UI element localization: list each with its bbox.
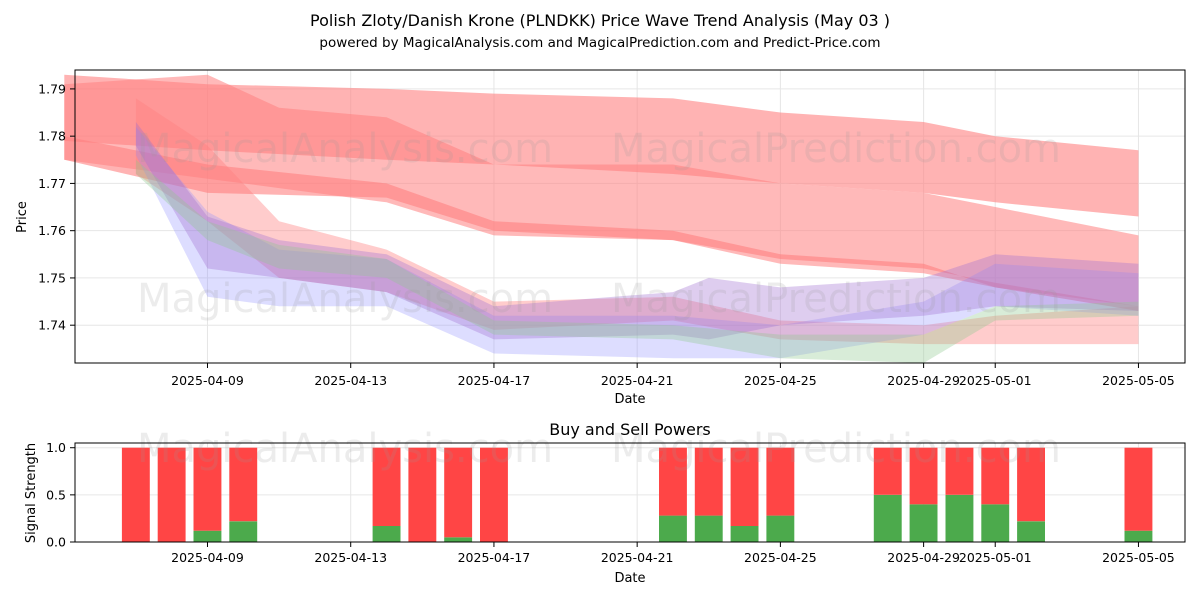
sell-bar-2025-04-15 bbox=[408, 447, 437, 542]
price-band-blue-4 bbox=[135, 126, 1139, 359]
buy-bar-2025-04-24 bbox=[730, 526, 759, 542]
watermark-left: MagicalAnalysis.com bbox=[137, 126, 553, 172]
sell-bar-2025-04-22 bbox=[659, 447, 687, 516]
price-x-label: Date bbox=[614, 392, 645, 407]
watermark-right-3: MagicalPrediction.com bbox=[611, 426, 1061, 472]
signal-bars bbox=[121, 447, 1153, 542]
sell-bar-2025-04-08 bbox=[157, 447, 186, 542]
sell-bar-2025-04-29 bbox=[909, 447, 938, 505]
watermark-left-3: MagicalAnalysis.com bbox=[137, 426, 553, 472]
buy-bar-2025-04-14 bbox=[372, 526, 401, 542]
sell-bar-2025-04-25 bbox=[766, 447, 795, 516]
signal-x-tick-label: 2025-04-29 bbox=[887, 550, 960, 565]
price-y-ticks: 1.74 1.75 1.76 1.77 1.78 1.79 bbox=[38, 81, 75, 333]
signal-plot-frame bbox=[74, 442, 1186, 543]
signal-panel: Buy and Sell Powers MagicalAnalysis.com … bbox=[24, 420, 1186, 586]
watermark-right: MagicalPrediction.com bbox=[611, 126, 1061, 172]
sell-bar-2025-04-17 bbox=[480, 447, 508, 542]
sell-bar-2025-05-02 bbox=[1017, 447, 1045, 522]
signal-x-tick-label: 2025-05-05 bbox=[1102, 550, 1175, 565]
price-band-red-3 bbox=[135, 98, 1139, 345]
price-x-tick-label: 2025-05-01 bbox=[959, 373, 1032, 388]
buy-bar-2025-04-28 bbox=[873, 494, 902, 542]
price-x-ticks: 2025-04-09 2025-04-13 2025-04-17 2025-04-21… bbox=[171, 363, 1175, 388]
sell-bar-2025-04-16 bbox=[444, 447, 473, 538]
sell-bar-2025-04-14 bbox=[372, 447, 401, 526]
price-y-tick-label: 1.75 bbox=[38, 270, 66, 285]
signal-y-tick-label: 0.0 bbox=[46, 535, 66, 550]
sell-bar-2025-04-23 bbox=[694, 447, 723, 516]
buy-bar-2025-04-29 bbox=[909, 504, 938, 542]
signal-y-label: Signal Strength bbox=[24, 443, 39, 543]
buy-bar-2025-04-09 bbox=[193, 530, 222, 542]
signal-x-tick-label: 2025-04-13 bbox=[314, 550, 387, 565]
chart-title: Polish Zloty/Danish Krone (PLNDKK) Price… bbox=[310, 11, 890, 30]
signal-y-tick-label: 0.5 bbox=[46, 487, 66, 502]
sell-bar-2025-04-28 bbox=[873, 447, 902, 495]
signal-x-tick-label: 2025-04-25 bbox=[744, 550, 817, 565]
watermark-right-2: MagicalPrediction.com bbox=[611, 276, 1061, 322]
chart-subtitle: powered by MagicalAnalysis.com and Magic… bbox=[319, 35, 880, 51]
price-panel: MagicalAnalysis.com MagicalPrediction.co… bbox=[15, 69, 1186, 407]
price-band-red-0 bbox=[64, 74, 1139, 217]
price-band-red-2 bbox=[64, 74, 1139, 307]
buy-bar-2025-05-05 bbox=[1124, 530, 1153, 542]
signal-x-tick-label: 2025-04-21 bbox=[601, 550, 674, 565]
price-y-tick-label: 1.74 bbox=[38, 318, 66, 333]
signal-x-label: Date bbox=[614, 571, 645, 586]
price-bands bbox=[64, 74, 1139, 363]
signal-y-ticks: 0.0 0.5 1.0 bbox=[46, 440, 75, 550]
price-x-tick-label: 2025-04-25 bbox=[744, 373, 817, 388]
sell-bar-2025-05-05 bbox=[1124, 447, 1153, 531]
buy-bar-2025-04-25 bbox=[766, 515, 795, 542]
signal-title: Buy and Sell Powers bbox=[549, 420, 711, 439]
buy-bar-2025-05-01 bbox=[981, 504, 1010, 542]
price-band-purple-5 bbox=[135, 122, 1139, 340]
sell-bar-2025-05-01 bbox=[981, 447, 1010, 505]
price-plot-frame bbox=[74, 69, 1186, 364]
signal-x-tick-label: 2025-04-17 bbox=[458, 550, 531, 565]
sell-bar-2025-04-07 bbox=[121, 447, 150, 542]
signal-y-tick-label: 1.0 bbox=[46, 440, 66, 455]
signal-x-tick-label: 2025-05-01 bbox=[959, 550, 1032, 565]
buy-bar-2025-04-23 bbox=[694, 515, 723, 542]
price-y-label: Price bbox=[15, 201, 30, 233]
buy-bar-2025-04-30 bbox=[945, 494, 974, 542]
buy-bar-2025-04-22 bbox=[659, 515, 687, 542]
price-band-green-6 bbox=[135, 159, 1139, 363]
signal-x-tick-label: 2025-04-09 bbox=[171, 550, 244, 565]
buy-bar-2025-04-16 bbox=[444, 537, 473, 542]
price-y-tick-label: 1.79 bbox=[38, 81, 66, 96]
price-y-tick-label: 1.78 bbox=[38, 129, 66, 144]
sell-bar-2025-04-09 bbox=[193, 447, 222, 531]
price-x-tick-label: 2025-04-13 bbox=[314, 373, 387, 388]
sell-bar-2025-04-24 bbox=[730, 447, 759, 526]
price-x-tick-label: 2025-04-17 bbox=[458, 373, 531, 388]
sell-bar-2025-04-10 bbox=[229, 447, 258, 522]
price-x-tick-label: 2025-05-05 bbox=[1102, 373, 1175, 388]
buy-bar-2025-05-02 bbox=[1017, 521, 1045, 542]
watermark-left-2: MagicalAnalysis.com bbox=[137, 276, 553, 322]
buy-bar-2025-04-10 bbox=[229, 521, 258, 542]
price-x-tick-label: 2025-04-29 bbox=[887, 373, 960, 388]
price-x-tick-label: 2025-04-21 bbox=[601, 373, 674, 388]
sell-bar-2025-04-30 bbox=[945, 447, 974, 495]
price-y-tick-label: 1.77 bbox=[38, 176, 66, 191]
price-y-tick-label: 1.76 bbox=[38, 223, 66, 238]
price-x-tick-label: 2025-04-09 bbox=[171, 373, 244, 388]
signal-x-ticks: 2025-04-09 2025-04-13 2025-04-17 2025-04-21… bbox=[171, 542, 1175, 565]
